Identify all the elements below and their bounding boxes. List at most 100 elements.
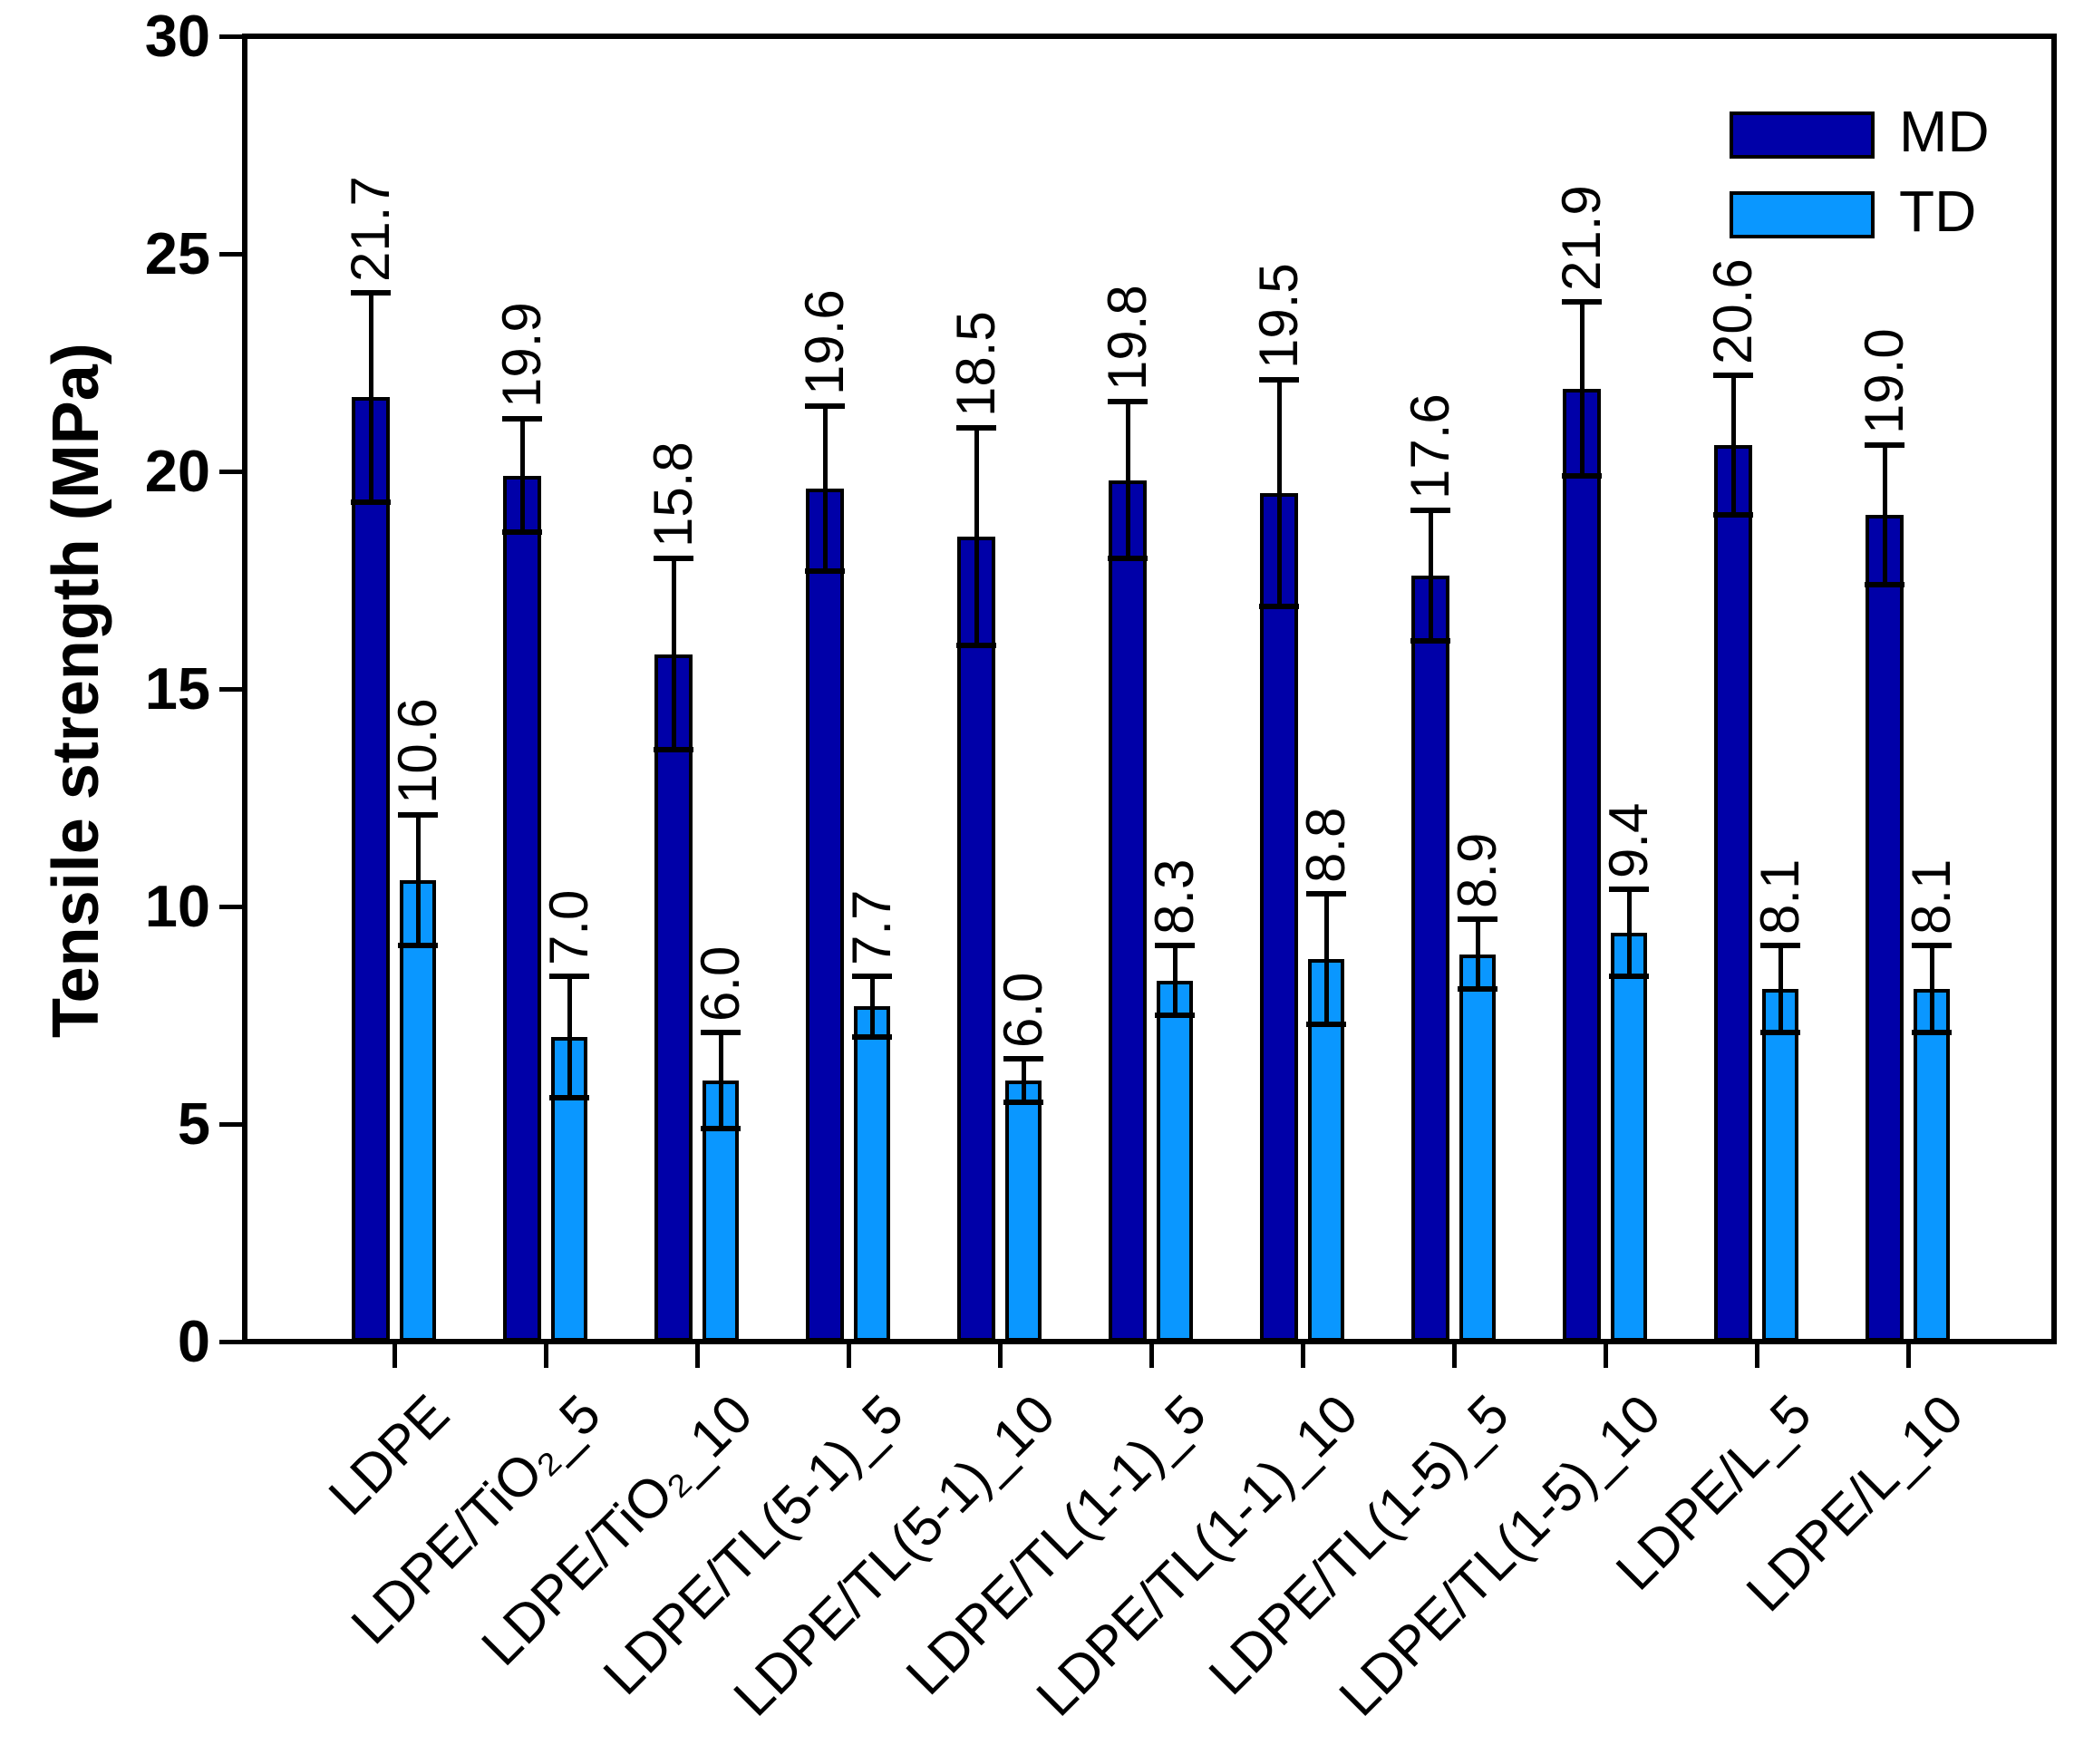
error-bar — [1323, 893, 1329, 1024]
bar-td — [1914, 989, 1950, 1342]
error-cap-bottom — [1003, 1100, 1043, 1105]
bar-md — [1411, 576, 1449, 1342]
error-cap-top — [1108, 399, 1148, 405]
y-tick — [219, 252, 243, 257]
bar-td — [400, 880, 436, 1342]
error-bar — [1475, 919, 1480, 990]
value-label: 9.4 — [1598, 802, 1659, 878]
value-label: 8.1 — [1749, 858, 1810, 935]
error-cap-bottom — [1609, 973, 1649, 979]
y-tick-label: 15 — [144, 655, 210, 722]
x-tick — [1755, 1344, 1759, 1368]
error-cap-top — [1155, 943, 1195, 949]
x-tick — [1906, 1344, 1911, 1368]
value-label: 18.5 — [945, 311, 1006, 417]
error-cap-top — [351, 290, 391, 296]
error-bar — [1276, 380, 1282, 606]
legend-label-td: TD — [1899, 179, 1977, 244]
value-label: 7.0 — [538, 889, 599, 965]
error-cap-top — [1912, 943, 1952, 949]
error-bar — [1626, 888, 1632, 976]
error-cap-bottom — [1912, 1030, 1952, 1036]
y-tick-label: 20 — [144, 438, 210, 504]
bar-td — [1611, 932, 1647, 1342]
error-cap-top — [1458, 916, 1497, 923]
error-bar — [368, 293, 373, 502]
value-label: 8.3 — [1144, 858, 1205, 935]
y-tick — [219, 687, 243, 692]
error-bar — [1730, 375, 1736, 515]
bar-md — [806, 489, 844, 1342]
bar-md — [1563, 388, 1601, 1342]
value-label: 15.8 — [643, 441, 703, 548]
value-label: 20.6 — [1702, 258, 1763, 365]
value-label: 21.9 — [1551, 185, 1612, 291]
error-bar — [1778, 945, 1783, 1033]
error-cap-top — [805, 403, 845, 409]
value-label: 21.7 — [340, 176, 401, 283]
error-cap-bottom — [1259, 603, 1299, 609]
error-cap-top — [956, 425, 996, 431]
error-bar — [1021, 1059, 1026, 1102]
error-bar — [415, 815, 421, 946]
error-cap-bottom — [1410, 638, 1450, 645]
bar-md — [1109, 480, 1147, 1342]
error-cap-bottom — [398, 943, 438, 949]
error-bar — [718, 1032, 723, 1129]
error-cap-top — [1760, 943, 1800, 949]
y-tick-label: 10 — [144, 873, 210, 939]
error-cap-top — [398, 812, 438, 819]
bar-td — [1459, 954, 1496, 1342]
error-bar — [671, 558, 676, 751]
error-cap-bottom — [351, 499, 391, 505]
bar-td — [1005, 1081, 1042, 1342]
bar-td — [1157, 980, 1193, 1342]
error-bar — [974, 428, 979, 645]
error-cap-bottom — [1306, 1021, 1346, 1027]
value-label: 8.8 — [1295, 807, 1356, 883]
x-tick — [544, 1344, 548, 1368]
bar-md — [1260, 493, 1298, 1342]
x-tick — [695, 1344, 700, 1368]
error-cap-bottom — [1562, 472, 1602, 479]
plot-area-border — [242, 34, 2057, 1344]
value-label: 19.8 — [1097, 285, 1158, 392]
error-cap-bottom — [852, 1034, 892, 1040]
x-tick — [847, 1344, 851, 1368]
bar-td — [551, 1037, 587, 1342]
x-tick — [1149, 1344, 1154, 1368]
y-tick-label: 0 — [177, 1308, 210, 1374]
error-cap-top — [1003, 1056, 1043, 1061]
value-label: 8.1 — [1901, 858, 1962, 935]
error-bar — [1125, 402, 1130, 558]
error-bar — [519, 419, 525, 533]
error-cap-top — [1306, 890, 1346, 897]
error-cap-bottom — [956, 643, 996, 648]
x-tick — [998, 1344, 1003, 1368]
value-label: 6.0 — [690, 945, 751, 1023]
error-cap-bottom — [1713, 512, 1753, 518]
error-bar — [869, 975, 875, 1037]
error-cap-bottom — [549, 1095, 589, 1101]
x-tick — [1604, 1344, 1608, 1368]
error-cap-top — [1562, 298, 1602, 305]
error-cap-bottom — [805, 568, 845, 575]
x-tick — [1452, 1344, 1457, 1368]
error-cap-top — [701, 1030, 741, 1036]
error-bar — [1172, 945, 1178, 1015]
value-label: 19.5 — [1248, 263, 1309, 370]
error-cap-bottom — [1155, 1013, 1195, 1018]
error-cap-bottom — [1108, 556, 1148, 561]
bar-md — [1714, 445, 1752, 1342]
error-bar — [1428, 510, 1433, 642]
value-label: 19.6 — [794, 289, 855, 395]
bar-md — [503, 475, 541, 1342]
x-tick-label: LDPE — [317, 1382, 461, 1527]
error-cap-top — [1609, 886, 1649, 892]
bar-md — [352, 397, 390, 1342]
y-tick-label: 25 — [144, 220, 210, 286]
error-cap-bottom — [1760, 1030, 1800, 1036]
error-cap-top — [502, 416, 542, 422]
legend-label-md: MD — [1899, 99, 1990, 164]
